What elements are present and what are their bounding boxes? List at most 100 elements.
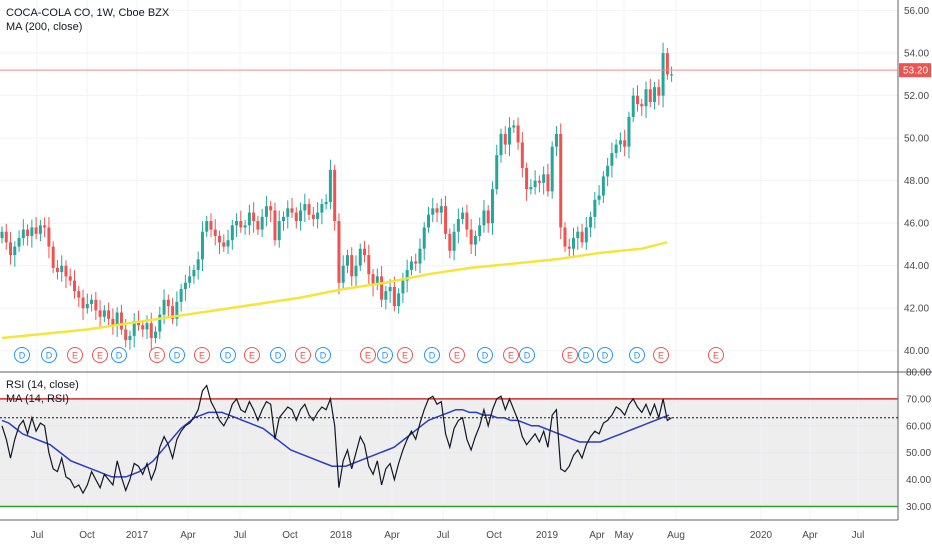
dividend-marker[interactable]: D [315,347,331,363]
candle [68,268,72,286]
candle [614,139,618,159]
rsi-legend[interactable]: RSI (14, close) MA (14, RSI) [6,378,79,406]
candle [508,117,512,157]
candle [448,228,452,259]
candle [81,289,85,320]
price-tick-label: 54.00 [904,49,929,60]
candle [635,85,639,112]
candlestick-series [0,42,674,350]
earnings-marker[interactable]: E [92,347,108,363]
dividend-marker[interactable]: D [377,347,393,363]
dividend-marker[interactable]: D [111,347,127,363]
time-tick-label: Aug [667,530,685,541]
time-tick-label: Jul [437,530,450,541]
svg-text:E: E [713,351,719,361]
dividend-marker[interactable]: D [270,347,286,363]
candle [55,259,59,280]
time-tick-label: Jul [234,530,247,541]
dividend-marker[interactable]: D [477,347,493,363]
time-tick-label: Apr [384,530,400,541]
earnings-marker[interactable]: E [397,347,413,363]
candle [469,219,473,255]
price-legend[interactable]: COCA-COLA CO, 1W, Cboe BZX MA (200, clos… [6,6,169,34]
svg-text:D: D [429,351,436,361]
earnings-marker[interactable]: E [244,347,260,363]
rsi-tick-label: 30.00 [906,502,931,513]
candle [98,299,102,329]
price-tick-label: 40.00 [904,346,929,357]
candle [260,208,264,238]
candle [452,223,456,261]
candle [73,270,77,299]
price-axis[interactable]: 40.00 42.00 44.00 46.00 48.00 50.00 52.00 54.00… [904,6,929,357]
earnings-marker[interactable]: E [295,347,311,363]
dividend-marker[interactable]: D [629,347,645,363]
earnings-marker[interactable]: E [708,347,724,363]
candle [465,204,469,238]
candle [286,200,290,229]
candle [354,255,358,289]
candle [559,123,563,240]
earnings-marker[interactable]: E [503,347,519,363]
candle [209,213,213,238]
candle [17,230,21,252]
dividend-marker[interactable]: D [578,347,594,363]
svg-text:D: D [634,351,641,361]
svg-text:E: E [249,351,255,361]
candle [226,229,230,255]
time-tick-label: Apr [589,530,605,541]
candle [618,132,622,152]
candle [461,207,465,225]
candle [115,307,119,337]
rsi-axis[interactable]: 30.00 40.00 50.00 60.00 70.00 80.00 [906,368,931,514]
candle [405,259,409,293]
dividend-marker[interactable]: D [519,347,535,363]
candle [427,206,430,233]
candle [593,191,597,229]
earnings-marker[interactable]: E [360,347,376,363]
candle [21,219,25,246]
dividend-marker[interactable]: D [169,347,185,363]
earnings-marker[interactable]: E [562,347,578,363]
candle [567,238,571,257]
candle [345,249,349,274]
earnings-marker[interactable]: E [449,347,465,363]
time-axis[interactable]: Jul Oct 2017 Apr Jul Oct 2018 Apr Jul Oct 2019 Apr M… [31,530,865,541]
dividend-marker[interactable]: D [41,347,57,363]
time-tick-label: Apr [180,530,196,541]
time-tick-label: May [615,530,634,541]
dividend-marker[interactable]: D [597,347,613,363]
candle [431,197,435,223]
candle [294,207,298,229]
price-tick-label: 44.00 [904,261,929,272]
candle [444,195,448,240]
candle [627,111,631,159]
earnings-marker[interactable]: E [653,347,669,363]
price-tick-label: 50.00 [904,134,929,145]
candle [38,220,42,242]
candle [456,208,460,244]
candle [243,220,247,235]
dividend-marker[interactable]: D [220,347,236,363]
candle [418,238,422,274]
dividend-marker[interactable]: D [14,347,30,363]
dividend-marker[interactable]: D [424,347,440,363]
rsi-line [1,384,672,495]
candle [111,308,115,335]
candle [670,66,674,82]
candle [26,224,30,246]
candle [529,179,533,195]
earnings-marker[interactable]: E [67,347,83,363]
time-tick-label: 2020 [750,530,773,541]
price-tick-label: 52.00 [904,91,929,102]
earnings-marker[interactable]: E [194,347,210,363]
candle [175,291,179,327]
earnings-marker[interactable]: E [149,347,165,363]
ma-200-line [1,241,668,340]
candle [34,217,38,240]
candle [486,205,490,233]
candle [277,210,281,248]
candle [218,230,222,255]
